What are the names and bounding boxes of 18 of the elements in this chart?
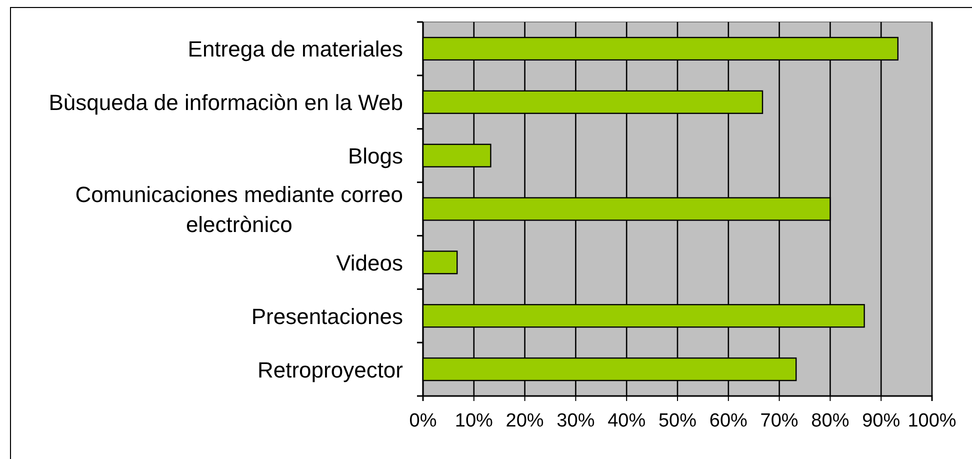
y-tick-label: Blogs (348, 144, 403, 169)
x-tick-label: 40% (608, 410, 646, 432)
y-tick-label: Comunicaciones mediante correo electrònico (75, 182, 403, 237)
x-tick-label: 20% (506, 410, 544, 432)
y-tick-label: Retroproyector (257, 357, 403, 382)
y-tick-label: Bùsqueda de informaciòn en la Web (48, 90, 403, 116)
x-tick-label: 10% (454, 410, 494, 432)
x-tick-label: 70% (760, 410, 798, 432)
x-tick-label: 60% (709, 410, 748, 432)
y-tick-label: Entrega de materiales (188, 36, 403, 62)
y-tick-label: Videos (336, 250, 403, 276)
x-tick-label: 80% (811, 410, 850, 432)
x-tick-label: 100% (908, 410, 956, 432)
x-tick-label: 30% (556, 410, 595, 432)
x-tick-label: 0% (409, 410, 437, 432)
x-tick-label: 50% (658, 410, 697, 432)
x-tick-label: 90% (862, 410, 900, 432)
y-tick-label: Presentaciones (251, 304, 403, 329)
